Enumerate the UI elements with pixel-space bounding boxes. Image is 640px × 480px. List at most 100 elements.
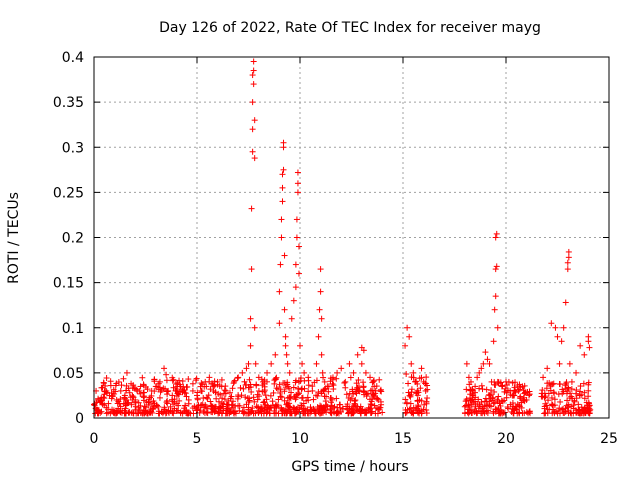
data-point-baseline — [551, 408, 558, 415]
data-point — [177, 383, 184, 390]
data-point-baseline — [237, 384, 244, 391]
data-point-baseline — [243, 410, 250, 417]
data-point-baseline — [357, 408, 364, 415]
data-point-baseline — [221, 387, 228, 394]
data-point — [299, 360, 306, 367]
data-point-baseline — [509, 399, 516, 406]
data-point — [491, 306, 498, 313]
data-point-baseline — [312, 410, 319, 417]
data-point — [278, 234, 285, 241]
data-point — [412, 378, 419, 385]
data-point-baseline — [405, 380, 412, 387]
data-point — [480, 360, 487, 367]
data-point — [97, 398, 104, 405]
data-point-baseline — [417, 385, 424, 392]
data-point — [235, 374, 242, 381]
data-point-baseline — [486, 392, 493, 399]
data-point-baseline — [469, 394, 476, 401]
data-point-baseline — [234, 375, 241, 382]
x-tick-label: 20 — [497, 431, 515, 447]
data-point — [249, 99, 256, 106]
data-point — [560, 324, 567, 331]
y-tick-label: 0.25 — [53, 185, 84, 201]
data-point-baseline — [175, 407, 182, 414]
data-point-baseline — [571, 398, 578, 405]
data-point — [279, 171, 286, 178]
data-point-baseline — [267, 392, 274, 399]
data-point — [564, 266, 571, 273]
data-point-baseline — [487, 403, 494, 410]
y-tick-label: 0.05 — [53, 366, 84, 382]
data-point — [494, 324, 501, 331]
data-point — [282, 342, 289, 349]
data-point-baseline — [491, 388, 498, 395]
chart-title: Day 126 of 2022, Rate Of TEC Index for r… — [159, 20, 541, 36]
data-point-baseline — [555, 407, 562, 414]
data-point-baseline — [192, 377, 199, 384]
data-point-baseline — [354, 385, 361, 392]
data-point-baseline — [260, 410, 267, 417]
data-point-baseline — [325, 388, 332, 395]
data-point-baseline — [517, 395, 524, 402]
data-point — [231, 378, 238, 385]
data-point-baseline — [321, 393, 328, 400]
data-point-baseline — [523, 409, 530, 416]
data-point-baseline — [307, 404, 314, 411]
data-point-baseline — [581, 395, 588, 402]
data-point-baseline — [179, 378, 186, 385]
data-point-baseline — [305, 397, 312, 404]
data-point-baseline — [478, 382, 485, 389]
data-point — [318, 315, 325, 322]
data-point-baseline — [169, 377, 176, 384]
grid-lines — [94, 57, 609, 418]
data-point — [544, 365, 551, 372]
data-point — [297, 342, 303, 349]
data-point — [566, 360, 573, 367]
data-point — [294, 169, 301, 176]
data-point — [128, 380, 135, 387]
data-point-baseline — [352, 389, 359, 396]
data-point-baseline — [291, 405, 298, 412]
data-point-baseline — [139, 374, 146, 381]
data-point — [371, 383, 378, 390]
data-point-baseline — [210, 381, 217, 388]
data-point-baseline — [377, 386, 384, 393]
data-point — [498, 383, 505, 390]
data-point-baseline — [573, 395, 580, 402]
data-point-baseline — [321, 405, 328, 412]
data-point — [295, 243, 302, 250]
data-point-baseline — [578, 391, 585, 398]
data-point-baseline — [320, 387, 327, 394]
data-point — [484, 356, 491, 363]
data-point-baseline — [501, 397, 508, 404]
data-point — [202, 378, 209, 385]
data-point-baseline — [114, 400, 121, 407]
data-point-baseline — [126, 389, 133, 396]
data-point — [482, 349, 489, 356]
data-point-baseline — [181, 408, 188, 415]
data-point-baseline — [156, 394, 163, 401]
data-point-baseline — [310, 396, 317, 403]
data-point — [248, 266, 255, 273]
x-tick-label: 10 — [291, 431, 309, 447]
data-point-baseline — [261, 404, 268, 411]
data-point-baseline — [333, 375, 340, 382]
data-point-baseline — [277, 386, 284, 393]
data-point — [105, 400, 112, 407]
data-point — [136, 387, 143, 394]
data-point-baseline — [266, 410, 273, 417]
data-point — [294, 180, 301, 187]
data-point-baseline — [297, 377, 304, 384]
data-point — [342, 378, 349, 385]
data-point-baseline — [120, 375, 127, 382]
data-point — [259, 378, 266, 385]
data-point-baseline — [117, 403, 124, 410]
data-point — [140, 389, 147, 396]
data-point — [568, 378, 575, 385]
data-point-baseline — [135, 399, 142, 406]
data-point — [294, 189, 301, 196]
data-point-baseline — [110, 386, 117, 393]
data-point-baseline — [185, 376, 192, 383]
data-point-baseline — [193, 375, 200, 382]
data-point-baseline — [328, 410, 335, 417]
